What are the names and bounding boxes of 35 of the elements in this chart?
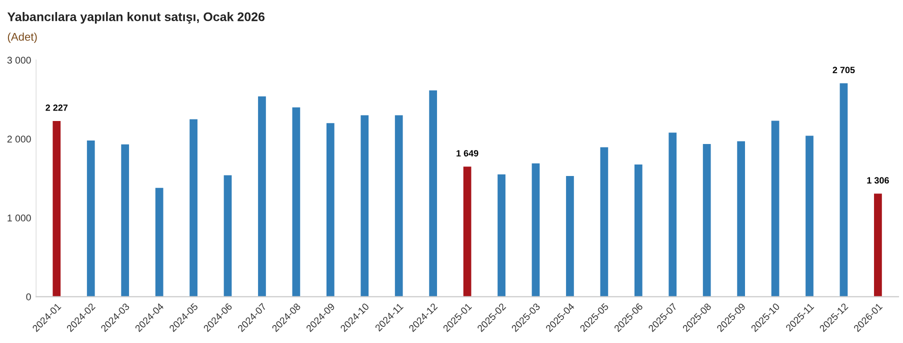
bar	[121, 144, 130, 297]
bar	[52, 121, 61, 297]
bar	[874, 194, 882, 297]
data-label: 2 705	[832, 66, 855, 74]
bar	[532, 163, 540, 297]
bar	[292, 107, 300, 297]
bar	[498, 174, 506, 297]
bar	[429, 90, 438, 297]
bar	[840, 83, 848, 297]
bar	[771, 120, 780, 297]
y-tick-label: 1 000	[8, 214, 31, 222]
bar	[566, 176, 574, 297]
y-tick-label: 3 000	[7, 56, 31, 64]
chart-title: Yabancılara yapılan konut satışı, Ocak 2026	[7, 12, 265, 24]
chart-subtitle: (Adet)	[8, 32, 37, 43]
bar	[394, 115, 403, 297]
bar	[326, 123, 334, 297]
bar	[634, 164, 642, 297]
bar	[190, 119, 198, 297]
bar	[360, 115, 369, 297]
data-label: 1 306	[867, 177, 889, 184]
data-label: 1 649	[456, 150, 478, 156]
data-label: 2 227	[46, 104, 68, 111]
bar	[668, 132, 677, 297]
bar	[155, 188, 164, 297]
bar	[702, 144, 711, 297]
bar	[258, 96, 266, 297]
y-tick-label: 0	[26, 293, 31, 300]
bar	[463, 166, 472, 297]
bar	[600, 147, 608, 297]
bar	[806, 136, 814, 297]
bar	[86, 140, 95, 297]
bar	[737, 141, 746, 297]
bar	[224, 175, 232, 297]
y-tick-label: 2 000	[7, 136, 31, 143]
